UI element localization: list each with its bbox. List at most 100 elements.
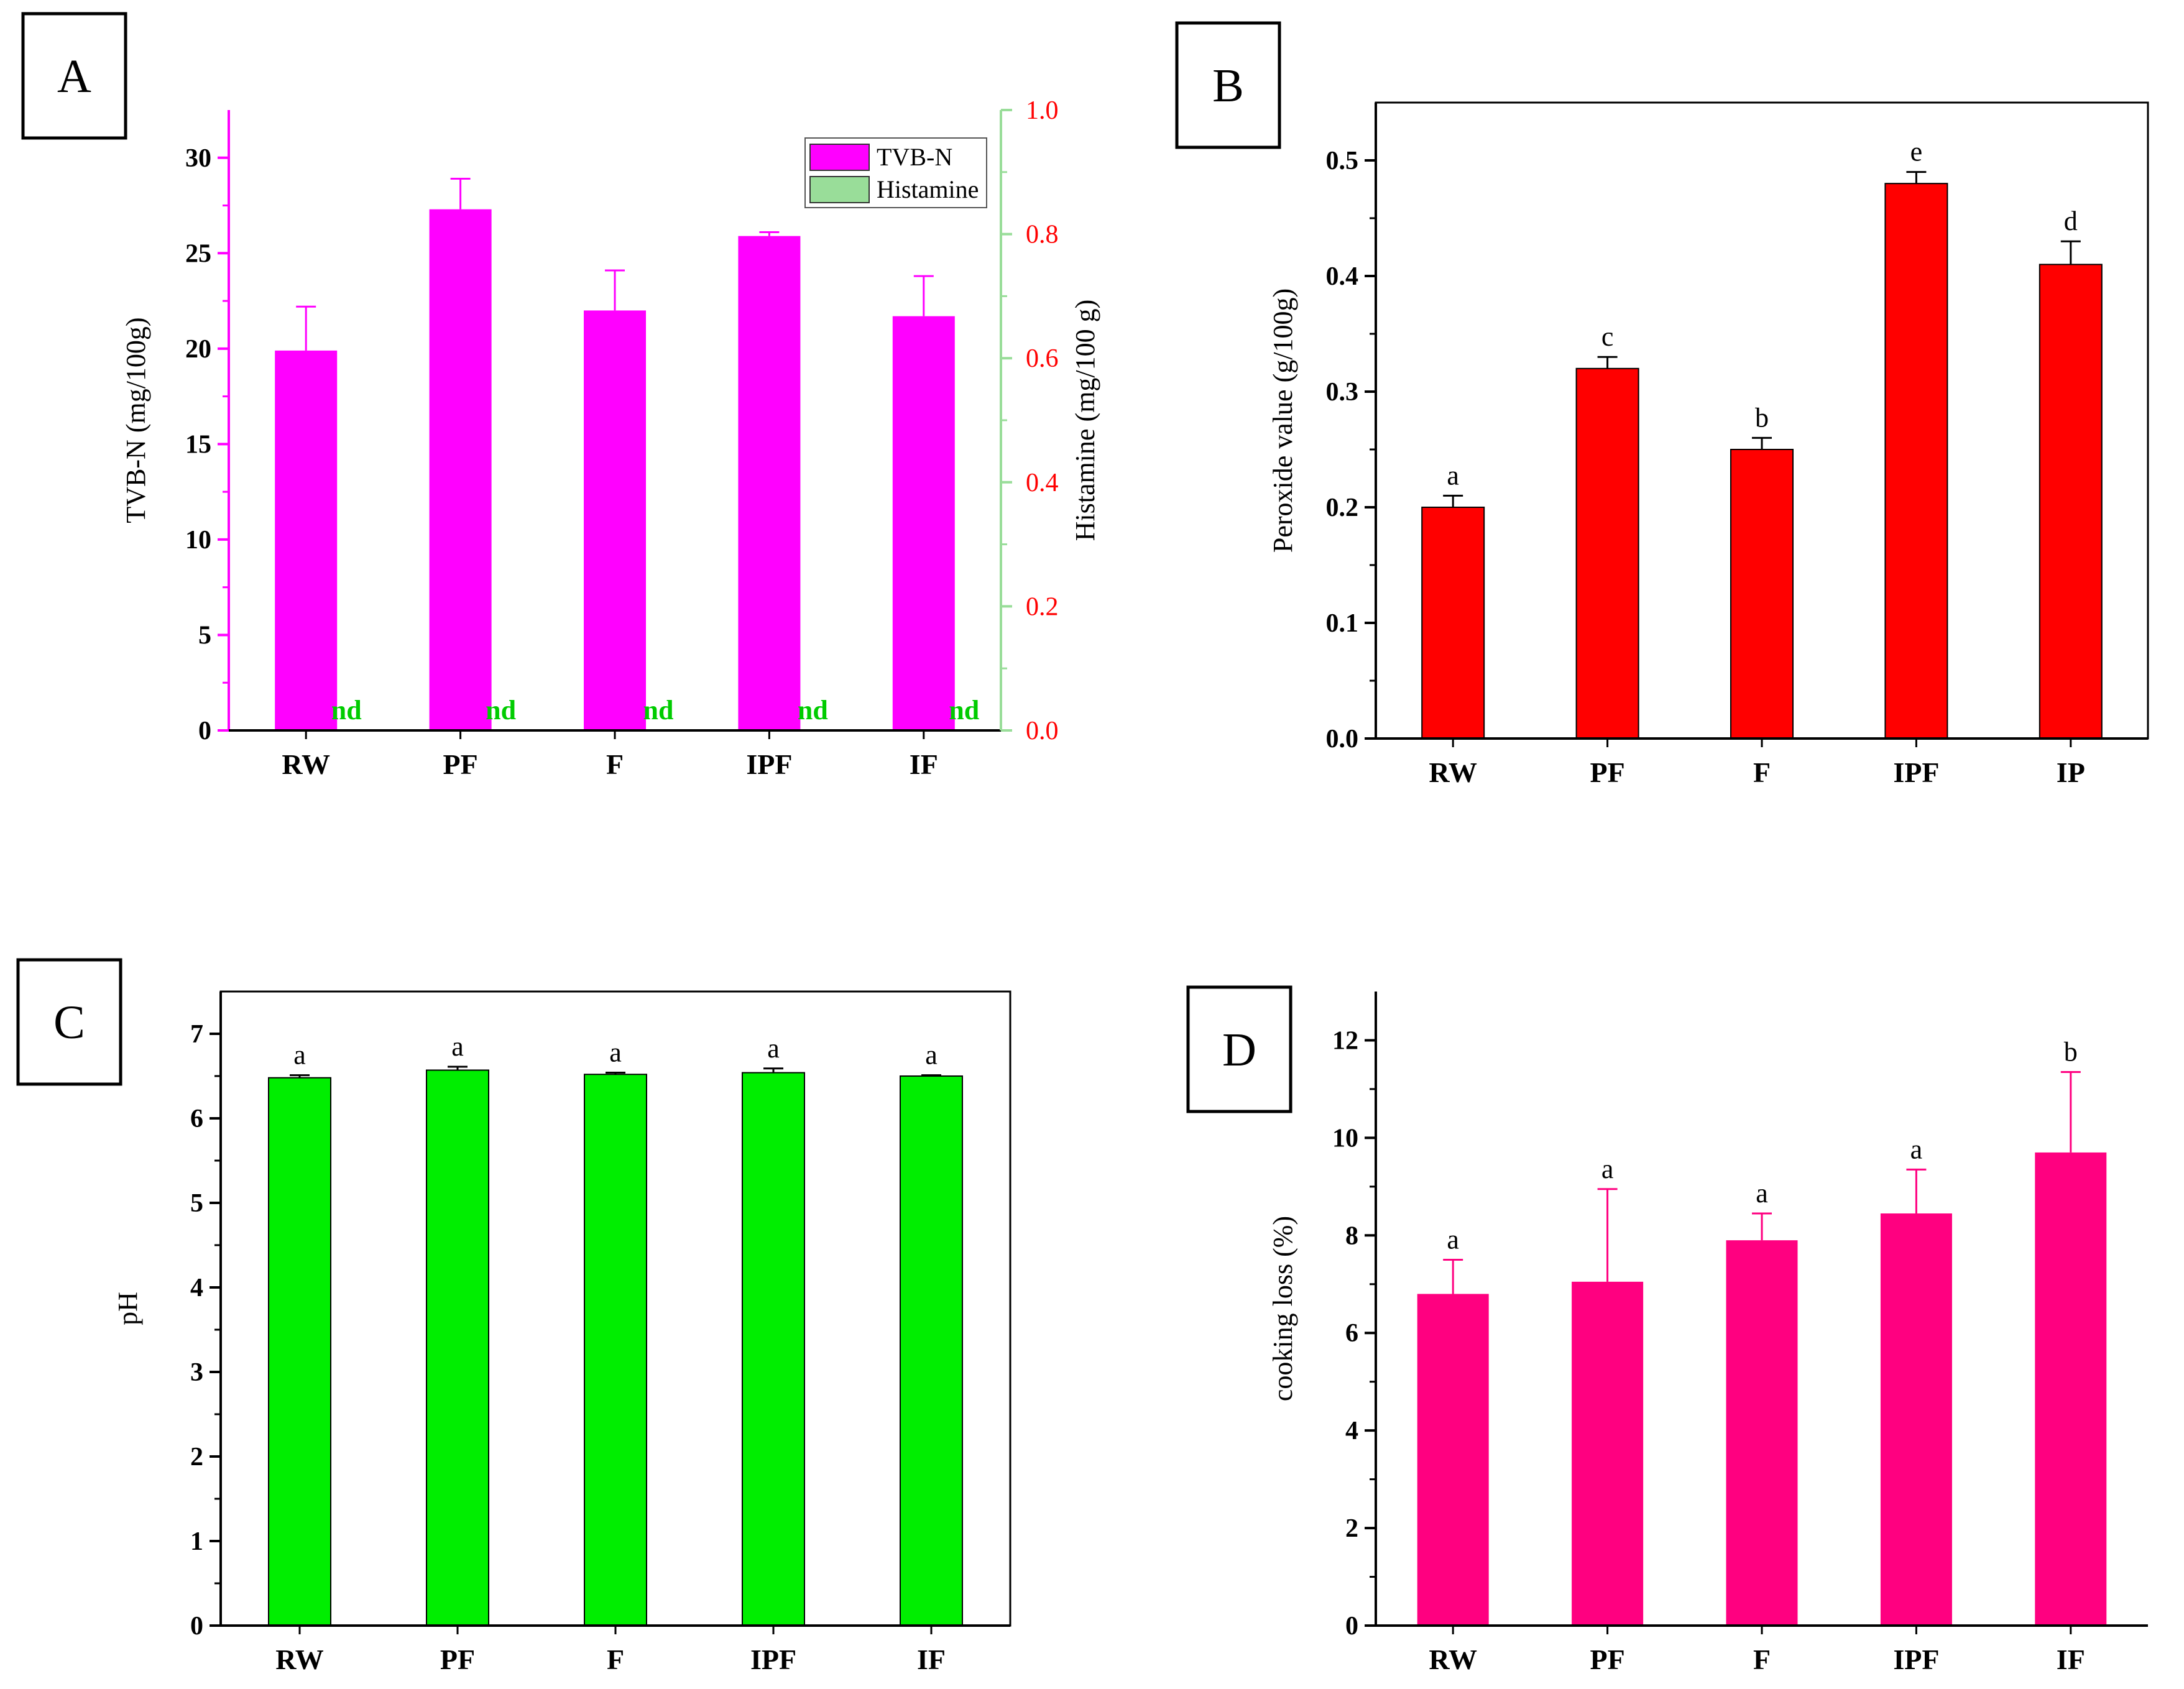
y-tick-label: 6 [1345, 1319, 1358, 1348]
panel-label-box [1175, 21, 1281, 149]
bar-pf [426, 1069, 489, 1626]
chart-panel-a: And nd nd nd nd 0 5 10 15 20 25 30 RW PF F IPF IF TVB-N (… [21, 12, 1100, 780]
x-tick-label: IPF [750, 1644, 796, 1675]
bar-ipf [1884, 183, 1948, 739]
y-tick-label: 4 [1345, 1417, 1358, 1445]
significance-letter: a [451, 1031, 464, 1062]
bar-ipf [1880, 1213, 1952, 1626]
x-tick-label: IPF [746, 748, 792, 780]
y-tick-label: 4 [190, 1274, 203, 1302]
bar-ipf [742, 1072, 805, 1627]
x-tick-label: IF [910, 748, 938, 780]
y-tick-label: 0.4 [1326, 262, 1359, 291]
nd-label: nd [643, 695, 674, 725]
significance-letter: d [2064, 206, 2078, 236]
y2-tick-label: 0.4 [1026, 469, 1059, 497]
significance-letter: b [1755, 402, 1769, 433]
y-tick-label: 7 [190, 1020, 203, 1049]
significance-letter: a [293, 1040, 306, 1070]
panel-label: C [53, 996, 85, 1049]
y-tick-label: 0.1 [1326, 609, 1359, 638]
y-tick-label: 0 [190, 1612, 203, 1641]
y-tick-label: 0 [198, 717, 211, 745]
y-axis-title: Peroxide value (g/100g) [1268, 288, 1298, 553]
x-tick-label: RW [1429, 757, 1477, 788]
legend: TVB-N Histamine [804, 137, 987, 208]
y-tick-label: 6 [190, 1105, 203, 1133]
y-tick-label: 10 [1332, 1124, 1358, 1153]
y-tick-label: 1 [190, 1527, 203, 1556]
significance-letter: a [1447, 460, 1459, 490]
y-tick-label: 30 [185, 144, 211, 173]
y-tick-label: 0.2 [1326, 494, 1359, 522]
panel-label: D [1222, 1024, 1256, 1076]
bar-f [584, 1074, 647, 1626]
x-tick-label: PF [1590, 1644, 1624, 1675]
y-tick-label: 15 [185, 430, 211, 459]
bar-rw [1421, 507, 1485, 739]
y2-tick-label: 0.6 [1026, 344, 1059, 373]
significance-letter: a [1910, 1134, 1923, 1164]
bar-if [892, 316, 955, 730]
y2-tick-label: 0.2 [1026, 592, 1059, 621]
y-tick-label: 20 [185, 335, 211, 364]
bar-rw [268, 1077, 331, 1626]
significance-letter: a [1447, 1225, 1459, 1255]
x-tick-label: F [1753, 1644, 1771, 1675]
significance-letter: a [1756, 1178, 1768, 1208]
significance-letter: b [2064, 1036, 2078, 1067]
chart-panel-c: Ca a a a a 0 1 2 3 4 5 6 7 RW PF F IPF IF pH [16, 958, 1011, 1675]
significance-letter: c [1601, 321, 1614, 352]
y2-tick-label: 0.8 [1026, 221, 1059, 249]
y-tick-label: 3 [190, 1358, 203, 1387]
y2-tick-label: 0.0 [1026, 717, 1059, 745]
y-axis-title: pH [113, 1292, 143, 1325]
legend-swatch-tvb-n [809, 144, 870, 171]
y-axis-title: TVB-N (mg/100g) [121, 317, 151, 523]
x-tick-label: IF [2057, 1644, 2085, 1675]
chart-panel-d: Da a a a b 0 2 4 6 8 10 12 RW PF F IPF IF cooking loss (%… [1186, 985, 2148, 1675]
x-tick-label: RW [282, 748, 330, 780]
panel-label: B [1212, 60, 1244, 112]
bar-pf [1572, 1281, 1644, 1626]
x-tick-label: PF [440, 1644, 475, 1675]
y-tick-label: 25 [185, 239, 211, 268]
x-tick-label: PF [1590, 757, 1624, 788]
bar-f [584, 310, 646, 730]
y2-tick-label: 1.0 [1026, 96, 1059, 125]
bar-if [2035, 1152, 2107, 1626]
chart-panel-b: Ba c b e d 0.0 0.1 0.2 0.3 0.4 0.5 RW PF F IPF IP Peroxi… [1175, 21, 2149, 788]
panel-label: A [57, 50, 91, 103]
x-tick-label: F [606, 748, 624, 780]
y-tick-label: 5 [190, 1189, 203, 1218]
legend-label: Histamine [877, 175, 979, 203]
y2-axis-title: Histamine (mg/100 g) [1070, 300, 1100, 541]
y-tick-label: 10 [185, 526, 211, 555]
nd-label: nd [949, 695, 979, 725]
bar-ip [2039, 264, 2103, 739]
y-tick-label: 12 [1332, 1026, 1358, 1055]
y-tick-label: 8 [1345, 1222, 1358, 1250]
y-tick-label: 0.5 [1326, 147, 1359, 175]
nd-label: nd [486, 695, 516, 725]
bar-rw [275, 350, 338, 730]
y-tick-label: 2 [190, 1443, 203, 1471]
x-tick-label: RW [1429, 1644, 1477, 1675]
bar-pf [429, 209, 492, 730]
x-tick-label: IP [2057, 757, 2085, 788]
panel-label-box [1186, 985, 1292, 1113]
y-tick-label: 0.3 [1326, 378, 1359, 407]
y-axis-title: cooking loss (%) [1268, 1216, 1298, 1401]
x-tick-label: PF [443, 748, 477, 780]
panel-label-box [21, 12, 127, 140]
y-tick-label: 2 [1345, 1514, 1358, 1543]
bar-rw [1417, 1294, 1489, 1626]
x-tick-label: IPF [1893, 1644, 1939, 1675]
bar-f [1726, 1240, 1798, 1626]
panel-label-box [16, 958, 122, 1086]
bar-f [1730, 449, 1794, 739]
significance-letter: a [1601, 1154, 1614, 1184]
nd-label: nd [331, 695, 362, 725]
significance-letter: e [1910, 137, 1923, 167]
